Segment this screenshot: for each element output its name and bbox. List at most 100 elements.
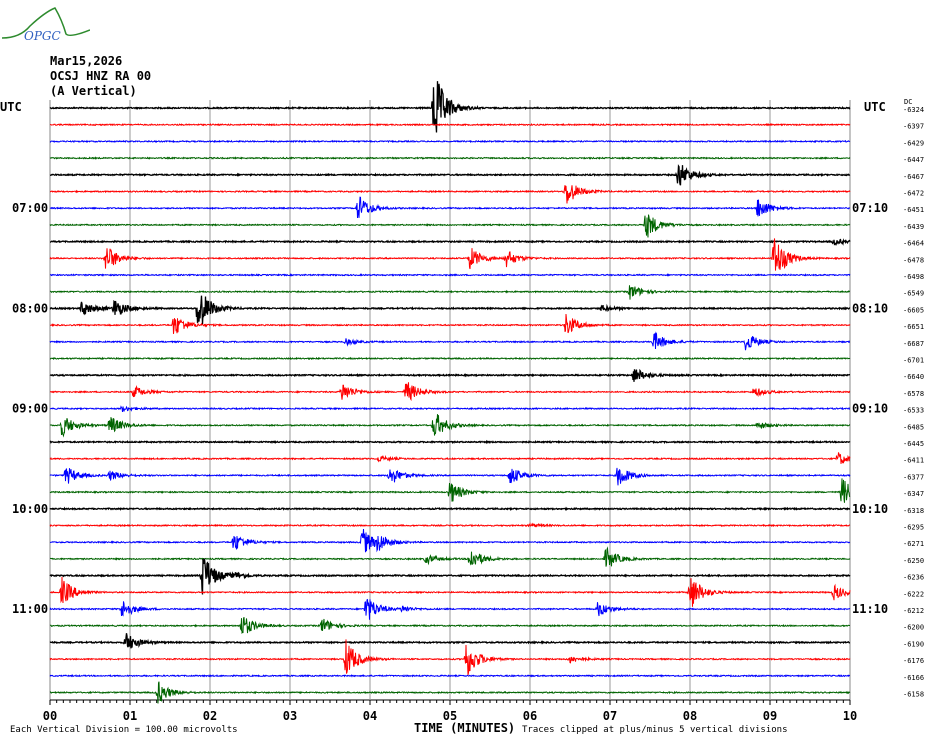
seismic-trace xyxy=(49,164,851,186)
dc-offset-label: -6158 xyxy=(903,691,924,699)
time-label-left: 09:00 xyxy=(12,402,48,416)
x-tick-label: 10 xyxy=(843,709,857,723)
time-label-left: 07:00 xyxy=(12,201,48,215)
x-tick-label: 04 xyxy=(363,709,377,723)
seismic-trace xyxy=(49,295,851,325)
seismic-trace xyxy=(49,313,851,334)
x-tick-label: 09 xyxy=(763,709,777,723)
dc-offset-label: -6166 xyxy=(903,674,924,682)
seismic-trace xyxy=(49,633,850,649)
x-tick-label: 02 xyxy=(203,709,217,723)
seismic-trace xyxy=(49,558,851,595)
x-tick-label: 06 xyxy=(523,709,537,723)
dc-offset-label: -6651 xyxy=(903,323,924,331)
dc-offset-label: -6250 xyxy=(903,557,924,565)
seismic-trace xyxy=(49,673,850,678)
seismic-trace xyxy=(49,528,851,553)
seismic-trace xyxy=(49,452,851,464)
time-label-right: 08:10 xyxy=(852,301,888,315)
station-label: OCSJ HNZ RA 00 xyxy=(50,69,152,83)
dc-offset-label: -6397 xyxy=(903,123,924,131)
time-label-left: 10:00 xyxy=(12,502,48,516)
time-label-left: 11:00 xyxy=(12,602,48,616)
dc-offset-label: -6295 xyxy=(903,524,924,532)
seismic-trace xyxy=(49,467,851,486)
utc-right-label: UTC xyxy=(864,100,886,114)
utc-left-label: UTC xyxy=(0,100,22,114)
dc-offset-label: -6429 xyxy=(903,139,924,147)
clip-note: Traces clipped at plus/minus 5 vertical … xyxy=(522,725,788,735)
seismic-trace xyxy=(49,598,851,620)
seismic-trace xyxy=(49,681,851,704)
seismic-trace xyxy=(49,382,851,402)
seismic-trace xyxy=(49,331,850,351)
seismic-trace xyxy=(49,617,850,635)
time-label-right: 11:10 xyxy=(852,602,888,616)
dc-offset-label: -6190 xyxy=(903,640,924,648)
date-label: Mar15,2026 xyxy=(50,54,123,68)
seismic-trace xyxy=(49,506,850,511)
seismic-trace xyxy=(49,285,851,300)
x-tick-label: 03 xyxy=(283,709,297,723)
dc-offset-label: -6212 xyxy=(903,607,924,615)
seismic-trace xyxy=(49,156,851,160)
x-axis-title: TIME (MINUTES) xyxy=(414,721,516,735)
dc-offset-label: -6605 xyxy=(903,306,924,314)
dc-offset-label: -6467 xyxy=(903,173,924,181)
dc-offset-label: -6176 xyxy=(903,657,924,665)
dc-offset-label: -6318 xyxy=(903,507,924,515)
dc-offset-label: -6687 xyxy=(903,340,924,348)
seismic-trace xyxy=(49,273,851,277)
component-label: (A Vertical) xyxy=(50,84,137,98)
x-tick-label: 00 xyxy=(43,709,57,723)
seismic-trace xyxy=(49,639,851,676)
dc-offset-label: -6451 xyxy=(903,206,924,214)
seismic-trace xyxy=(50,238,851,247)
dc-offset-label: -6445 xyxy=(903,440,924,448)
dc-offset-label: -6701 xyxy=(903,357,924,365)
dc-offset-label: -6377 xyxy=(903,473,924,481)
dc-offset-label: -6324 xyxy=(903,106,924,114)
dc-offset-label: -6578 xyxy=(903,390,924,398)
time-label-right: 10:10 xyxy=(852,502,888,516)
seismic-trace xyxy=(49,81,851,133)
x-tick-label: 01 xyxy=(123,709,137,723)
seismic-trace xyxy=(49,478,851,503)
dc-offset-label: -6472 xyxy=(903,190,924,198)
seismic-trace xyxy=(49,122,851,127)
x-tick-label: 07 xyxy=(603,709,617,723)
dc-offset-label: -6533 xyxy=(903,407,924,415)
seismic-trace xyxy=(49,214,851,238)
scale-note: Each Vertical Division = 100.00 microvol… xyxy=(10,725,238,735)
seismic-trace xyxy=(49,356,851,361)
dc-offset-label: -6236 xyxy=(903,574,924,582)
seismic-trace xyxy=(50,546,851,567)
dc-offset-label: -6549 xyxy=(903,290,924,298)
dc-offset-label: -6447 xyxy=(903,156,924,164)
seismic-trace xyxy=(49,522,851,528)
seismic-trace xyxy=(49,139,851,144)
seismic-trace xyxy=(49,185,851,204)
dc-offset-label: -6478 xyxy=(903,256,924,264)
dc-offset-label: -6411 xyxy=(903,457,924,465)
seismic-trace xyxy=(49,414,851,438)
seismic-trace xyxy=(49,238,851,271)
dc-offset-label: -6271 xyxy=(903,540,924,548)
dc-offset-label: -6464 xyxy=(903,240,924,248)
dc-offset-label: -6498 xyxy=(903,273,924,281)
time-label-right: 09:10 xyxy=(852,402,888,416)
time-label-right: 07:10 xyxy=(852,201,888,215)
seismic-trace xyxy=(49,368,850,382)
dc-offset-label: -6640 xyxy=(903,373,924,381)
dc-offset-label: -6439 xyxy=(903,223,924,231)
x-tick-label: 05 xyxy=(443,709,457,723)
seismic-trace xyxy=(49,439,851,445)
seismic-trace xyxy=(49,196,851,219)
seismic-trace xyxy=(49,576,851,607)
opgc-logo: OPGC xyxy=(1,7,90,43)
seismic-trace xyxy=(49,405,850,412)
dc-offset-label: -6200 xyxy=(903,624,924,632)
dc-offset-label: -6222 xyxy=(903,590,924,598)
dc-offset-label: -6347 xyxy=(903,490,924,498)
